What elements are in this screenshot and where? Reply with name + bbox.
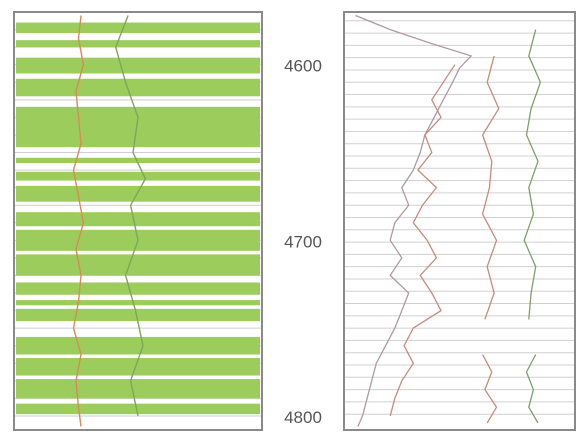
lithology-fill-band bbox=[16, 171, 260, 181]
depth-scale: 4600 4700 4800 bbox=[284, 57, 322, 427]
lithology-fill-band bbox=[16, 57, 260, 74]
left-log-curve bbox=[72, 15, 85, 427]
right-log-curve bbox=[355, 14, 473, 427]
right-log-curve bbox=[482, 354, 498, 424]
lithology-fill-band bbox=[16, 336, 260, 355]
lithology-fill-band bbox=[16, 254, 260, 276]
right-log-curve bbox=[523, 29, 542, 320]
lithology-fill-band bbox=[16, 379, 260, 399]
left-log-curve bbox=[114, 15, 147, 417]
right-log-curve bbox=[389, 64, 456, 417]
lithology-fill-band bbox=[16, 157, 260, 164]
right-log-curve bbox=[525, 354, 539, 424]
right-log-curve bbox=[481, 55, 500, 320]
depth-tick-label: 4600 bbox=[284, 57, 322, 76]
lithology-fill-band bbox=[16, 300, 260, 306]
lithology-fill-band bbox=[16, 78, 260, 97]
lithology-fill-band bbox=[16, 212, 260, 227]
left-log-track bbox=[13, 11, 263, 431]
depth-tick-label: 4800 bbox=[284, 408, 322, 427]
right-track-background bbox=[344, 12, 575, 430]
lithology-fill-band bbox=[16, 185, 260, 202]
lithology-fill-band bbox=[16, 357, 260, 376]
lithology-fill-band bbox=[16, 22, 260, 34]
lithology-fill-band bbox=[16, 403, 260, 415]
left-track-frame bbox=[13, 11, 263, 431]
lithology-fill-band bbox=[16, 282, 260, 295]
lithology-fill-band bbox=[16, 40, 260, 48]
right-track-frame bbox=[343, 11, 576, 431]
lithology-fill-band bbox=[16, 106, 260, 148]
right-log-track bbox=[343, 11, 576, 431]
depth-tick-label: 4700 bbox=[284, 232, 322, 251]
